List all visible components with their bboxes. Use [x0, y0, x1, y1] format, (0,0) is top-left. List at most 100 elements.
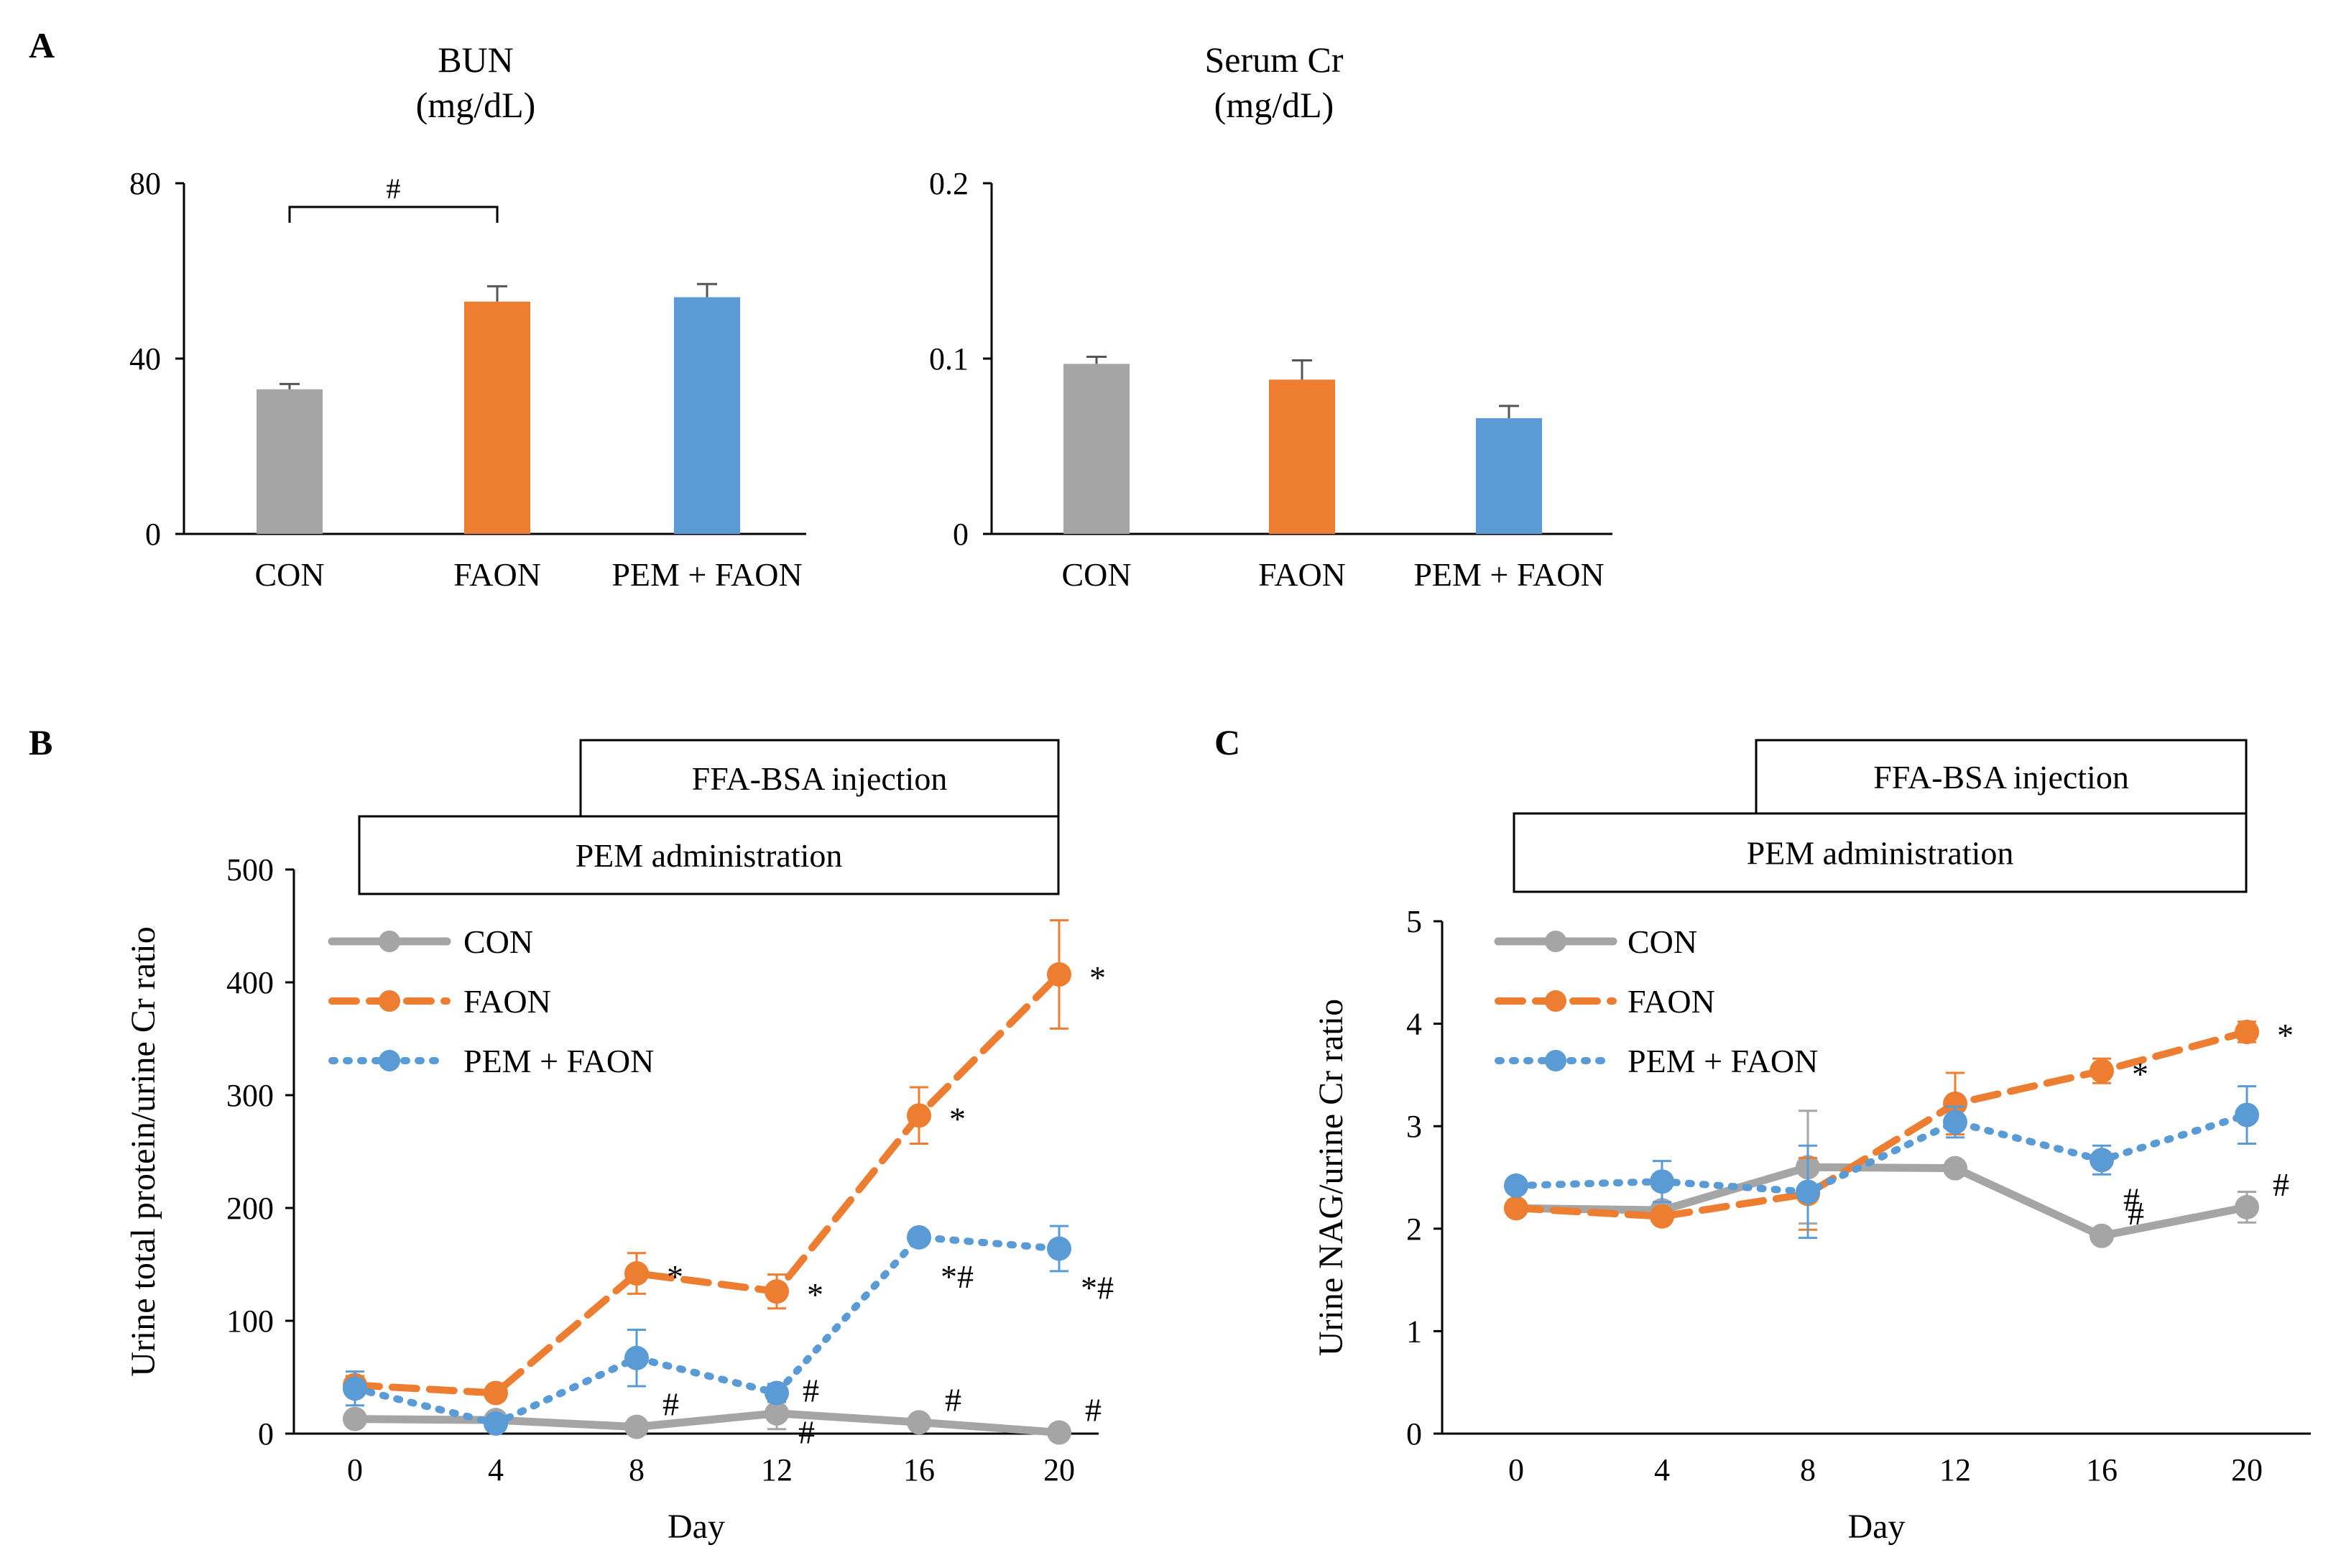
nag-legend-label: FAON	[1628, 983, 1715, 1020]
nag-x-axis-label: Day	[1848, 1508, 1906, 1546]
nag-point-faon	[1650, 1204, 1674, 1229]
nag-legend-marker-pem-faon	[1545, 1050, 1566, 1071]
panel-label-c: C	[1214, 722, 1240, 762]
protein-administration-label: PEM administration	[576, 837, 843, 874]
nag-xtick-label: 8	[1800, 1452, 1816, 1488]
protein-point-faon	[1047, 962, 1071, 987]
nag-administration-box	[1513, 812, 2248, 893]
protein-administration-box	[358, 815, 1060, 895]
protein-point-con	[1047, 1420, 1071, 1445]
cr-ytick-label: 0.2	[929, 166, 969, 201]
cr-category-label: CON	[1061, 556, 1131, 593]
nag-point-con	[1943, 1156, 1967, 1181]
cr-ytick-label: 0.1	[929, 341, 969, 377]
protein-point-faon	[765, 1279, 789, 1304]
nag-annotation: #	[2123, 1181, 2140, 1217]
panel-label-b: B	[29, 722, 52, 762]
nag-ytick-label: 4	[1406, 1007, 1422, 1042]
protein-annotation: #	[798, 1413, 815, 1450]
protein-ytick-label: 200	[226, 1191, 274, 1226]
bun-significance-label: #	[387, 172, 401, 205]
bun-bar-con	[257, 389, 323, 534]
protein-series-con: # # # #	[343, 1373, 1102, 1445]
nag-annotation: *	[2277, 1017, 2294, 1053]
cr-category-label: PEM + FAON	[1413, 556, 1604, 593]
nag-injection-label: FFA-BSA injection	[1873, 759, 2129, 795]
protein-annotation: *	[667, 1258, 683, 1295]
nag-ytick-label: 1	[1406, 1314, 1422, 1349]
bun-title: BUN	[438, 40, 514, 80]
nag-point-con	[2090, 1223, 2114, 1248]
protein-annotation: #	[945, 1381, 961, 1418]
cr-ytick-label: 0	[953, 517, 969, 552]
nag-point-pem-faon	[2235, 1102, 2259, 1127]
nag-legend-marker-con	[1545, 931, 1566, 952]
cr-category-label: FAON	[1258, 556, 1346, 593]
nag-legend-label: PEM + FAON	[1628, 1043, 1818, 1079]
nag-ytick-label: 3	[1406, 1109, 1422, 1144]
nag-line-con	[1512, 1163, 2251, 1240]
cr-bar-con	[1063, 364, 1130, 534]
protein-point-con	[907, 1410, 931, 1435]
nag-legend-label: CON	[1628, 923, 1697, 960]
protein-point-pem-faon	[343, 1376, 367, 1401]
urine-protein-line-chart: FFA-BSA injection PEM administration 0 100 2…	[124, 739, 1114, 1546]
protein-ytick-label: 500	[226, 852, 274, 887]
protein-annotation: *#	[941, 1258, 974, 1295]
nag-series-faon: **	[1504, 1017, 2294, 1231]
nag-xtick-label: 0	[1508, 1452, 1524, 1488]
nag-legend-marker-faon	[1545, 990, 1566, 1012]
protein-series-faon: * * * *	[343, 919, 1106, 1406]
nag-annotation: #	[2273, 1166, 2289, 1203]
protein-annotation: *	[1089, 959, 1106, 996]
protein-point-pem-faon	[765, 1380, 789, 1406]
nag-xtick-label: 12	[1939, 1452, 1971, 1488]
nag-point-pem-faon	[1650, 1169, 1674, 1194]
protein-line-pem-faon	[351, 1233, 1063, 1427]
nag-xtick-label: 4	[1654, 1452, 1670, 1488]
bun-category-label: CON	[254, 556, 324, 593]
protein-y-axis-label: Urine total protein/urine Cr ratio	[124, 926, 162, 1376]
protein-ytick-label: 100	[226, 1304, 274, 1339]
nag-point-faon	[1943, 1091, 1967, 1116]
protein-xtick-label: 12	[761, 1452, 793, 1488]
nag-administration-label: PEM administration	[1747, 835, 2014, 872]
nag-point-pem-faon	[1796, 1179, 1820, 1204]
protein-point-faon	[484, 1380, 508, 1406]
bun-bar-faon	[464, 301, 530, 534]
cr-bar-faon	[1269, 379, 1335, 534]
protein-legend-marker-faon	[379, 990, 400, 1012]
protein-point-pem-faon	[484, 1411, 508, 1436]
bun-ytick-label: 0	[145, 517, 161, 552]
nag-series-pem-faon: #	[1504, 1085, 2259, 1240]
nag-ytick-label: 5	[1406, 904, 1422, 939]
nag-point-faon	[2090, 1059, 2114, 1084]
nag-point-pem-faon	[1504, 1173, 1528, 1198]
protein-x-axis-label: Day	[668, 1508, 725, 1546]
protein-ytick-label: 0	[258, 1416, 274, 1452]
protein-annotation: #	[1085, 1391, 1102, 1428]
protein-series-pem-faon: #*# *#	[343, 1225, 1114, 1450]
protein-annotation: *	[949, 1100, 966, 1137]
protein-annotation: #	[663, 1386, 679, 1423]
protein-point-con	[343, 1406, 367, 1431]
protein-legend-label: FAON	[463, 983, 551, 1020]
panel-label-a: A	[29, 25, 55, 65]
protein-ytick-label: 300	[226, 1078, 274, 1113]
bun-bar-pem-faon	[674, 297, 740, 534]
protein-line-con	[351, 1409, 1063, 1436]
nag-series-con: ##	[1504, 1110, 2289, 1248]
protein-point-pem-faon	[907, 1225, 931, 1250]
nag-ytick-label: 2	[1406, 1212, 1422, 1247]
bun-ytick-label: 80	[129, 166, 161, 201]
nag-ytick-label: 0	[1406, 1416, 1422, 1452]
nag-annotation: *	[2132, 1056, 2148, 1092]
protein-point-con	[765, 1401, 789, 1426]
nag-y-axis-label: Urine NAG/urine Cr ratio	[1312, 999, 1350, 1356]
protein-ytick-label: 400	[226, 965, 274, 1000]
protein-annotation: *	[807, 1276, 823, 1313]
nag-line-pem-faon	[1513, 1111, 2250, 1196]
protein-point-faon	[907, 1103, 931, 1128]
